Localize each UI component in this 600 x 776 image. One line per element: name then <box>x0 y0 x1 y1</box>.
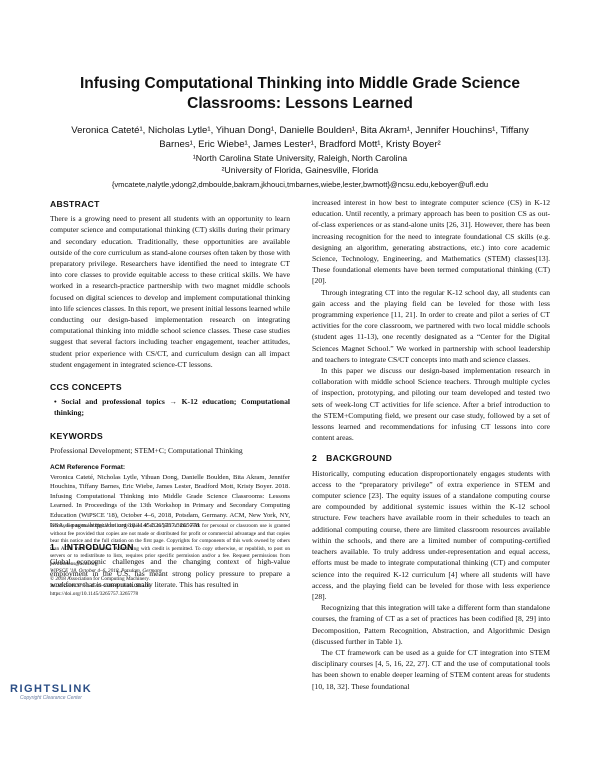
keywords: Professional Development; STEM+C; Comput… <box>50 445 243 455</box>
isbn: ACM ISBN 978-1-4503-6588-8/18/10...$15.0… <box>50 583 151 589</box>
authors-block: Veronica Cateté¹, Nicholas Lytle¹, Yihua… <box>60 124 540 176</box>
ccs-concepts: • Social and professional topics → K-12 … <box>54 397 290 418</box>
section-number: 2 <box>312 453 318 464</box>
paragraph: increased interest in how best to integr… <box>312 198 550 286</box>
section-heading: 2 BACKGROUND <box>312 453 550 464</box>
section-heading: CCS CONCEPTS <box>50 382 122 393</box>
title: Infusing Computational Thinking into Mid… <box>79 75 521 112</box>
section-heading: KEYWORDS <box>50 430 104 441</box>
reference-format: ACM Reference Format: Veronica Cateté, N… <box>50 463 290 530</box>
copyright: © 2018 Association for Computing Machine… <box>50 575 150 582</box>
emails: {vmcatete,nalytle,ydong2,dmboulde,bakram… <box>111 180 489 189</box>
paragraph: In this paper we discuss our design-base… <box>312 366 550 443</box>
abstract: There is a growing need to present all s… <box>50 214 290 369</box>
section-number: 1 <box>50 542 56 553</box>
paragraph: Global economic challenges and the chang… <box>50 557 290 589</box>
section-title: BACKGROUND <box>326 453 393 464</box>
authors: Veronica Cateté¹, Nicholas Lytle¹, Yihua… <box>71 125 529 150</box>
section-heading: 1 INTRODUCTION <box>50 542 290 553</box>
left-column: ABSTRACT There is a growing need to pres… <box>50 190 290 590</box>
logo-tagline: Copyright Clearance Center <box>20 695 82 701</box>
paragraph: Recognizing that this integration will t… <box>312 603 550 646</box>
paragraph: Through integrating CT into the regular … <box>312 287 550 364</box>
rightslink-logo: RIGHTSLINK Copyright Clearance Center <box>10 683 92 701</box>
affiliation: ¹North Carolina State University, Raleig… <box>192 153 408 163</box>
permission: Permission to make digital or hard copie… <box>50 523 290 567</box>
reference-text: Veronica Cateté, Nicholas Lytle, Yihuan … <box>50 473 290 529</box>
reference-heading: ACM Reference Format: <box>50 464 126 472</box>
paragraph: Historically, computing education dispro… <box>312 468 550 601</box>
paragraph: The CT framework can be used as a guide … <box>312 647 550 691</box>
affiliation: ²University of Florida, Gainesville, Flo… <box>221 165 379 175</box>
section-title: INTRODUCTION <box>64 542 134 553</box>
logo-name: RIGHTSLINK <box>10 683 93 695</box>
doi: https://doi.org/10.1145/3265757.3265778 <box>50 590 139 597</box>
footnote: Permission to make digital or hard copie… <box>50 520 290 598</box>
section-heading: ABSTRACT <box>50 199 100 209</box>
right-column: increased interest in how best to integr… <box>312 197 550 692</box>
venue: WiPSCE '18, October 4–6, 2018, Potsdam, … <box>50 568 163 574</box>
